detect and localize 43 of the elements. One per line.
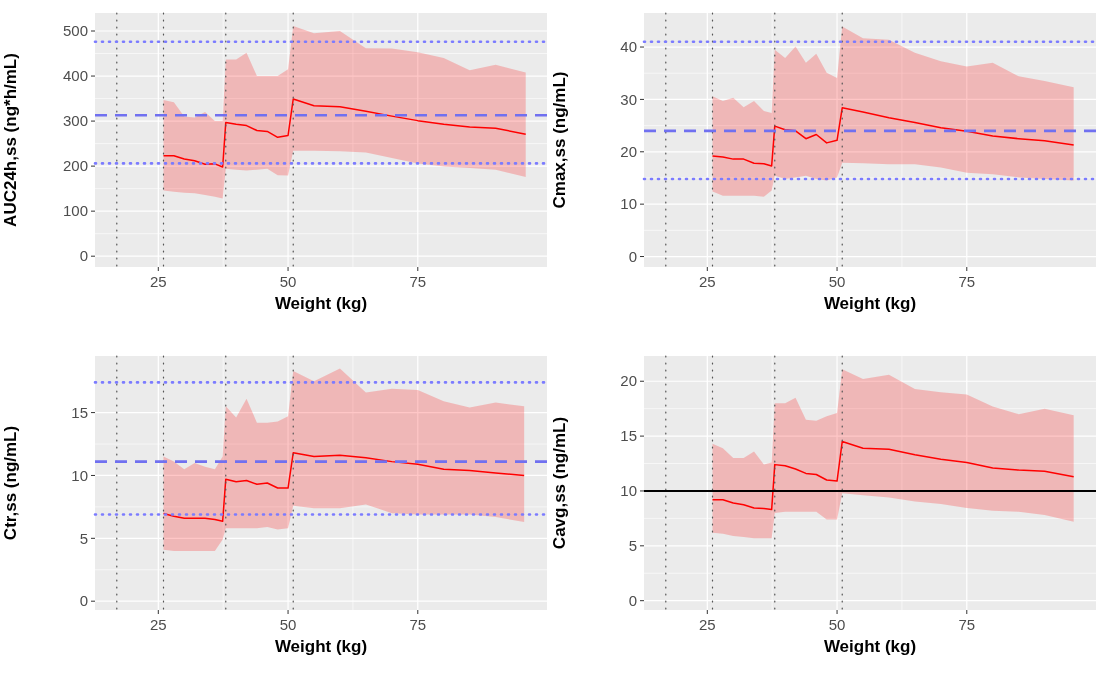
x-tick-label: 50 [828,273,846,290]
y-tick-label: 0 [79,247,88,265]
y-tick-label: 0 [628,247,637,265]
y-axis-title: AUC24h,ss (ng*h/mL) [1,53,20,227]
x-tick-label: 75 [409,616,427,633]
x-axis-title: Weight (kg) [823,637,917,656]
y-tick-label: 300 [62,112,88,130]
x-tick-label: 25 [698,273,716,290]
y-tick-label: 0 [628,591,637,609]
y-tick-label: 200 [62,157,88,175]
y-tick-label: 10 [620,482,637,500]
y-tick-label: 400 [62,67,88,85]
line-series [711,107,1075,167]
line-series [711,440,1075,511]
y-tick-label: 40 [620,38,637,56]
x-axis-title: Weight (kg) [274,294,368,313]
y-tick-label: 5 [79,529,88,547]
x-tick-label: 25 [149,616,167,633]
x-axis-title: Weight (kg) [823,294,917,313]
y-tick-label: 20 [620,372,637,390]
y-tick-label: 30 [620,90,637,108]
x-axis-title: Weight (kg) [274,637,368,656]
y-tick-label: 500 [62,22,88,40]
y-tick-label: 10 [620,195,637,213]
y-tick-label: 20 [620,143,637,161]
line-series [162,98,527,168]
y-axis-title: Cmax,ss (ng/mL) [550,71,569,209]
x-tick-label: 25 [698,616,716,633]
y-tick-label: 0 [79,592,88,610]
x-tick-label: 75 [958,616,976,633]
y-tick-label: 5 [628,537,637,555]
x-tick-label: 50 [828,616,846,633]
x-tick-label: 25 [149,273,167,290]
y-tick-label: 15 [71,403,88,421]
x-tick-label: 75 [958,273,976,290]
x-tick-label: 50 [279,273,297,290]
y-axis-title: Cavg,ss (ng/mL) [550,416,569,550]
y-axis-title: Ctr,ss (ng/mL) [1,425,20,541]
y-tick-label: 10 [71,466,88,484]
y-tick-label: 100 [62,202,88,220]
y-tick-label: 15 [620,427,637,445]
x-tick-label: 50 [279,616,297,633]
x-tick-label: 75 [409,273,427,290]
